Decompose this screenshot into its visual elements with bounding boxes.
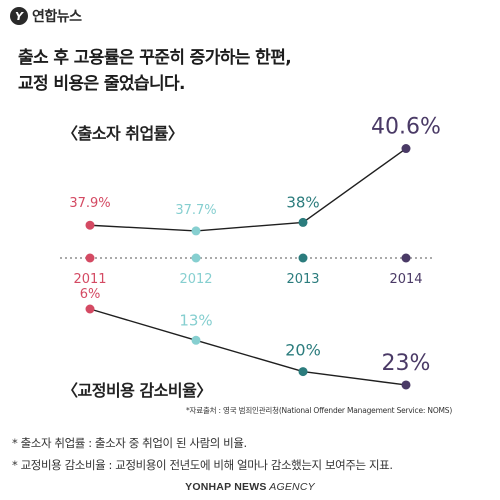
employment-point-2013 bbox=[298, 217, 308, 227]
agency-suffix: AGENCY bbox=[266, 481, 315, 493]
employment-point-2012 bbox=[191, 226, 201, 236]
employment-value-label-2011: 37.9% bbox=[69, 196, 110, 211]
footnotes: * 출소자 취업률 : 출소자 중 취업이 된 사람의 비율. * 교정비용 감… bbox=[12, 432, 393, 476]
employment-rate-line bbox=[89, 147, 407, 232]
employment-value-label-2012: 37.7% bbox=[175, 203, 216, 218]
x-tick-label-2014: 2014 bbox=[389, 272, 422, 287]
employment-value-label-2013: 38% bbox=[286, 193, 319, 211]
cost-point-2014 bbox=[401, 380, 411, 390]
x-tick-label-2011: 2011 bbox=[73, 272, 106, 287]
employment-rate-title: 〈출소자 취업률〉 bbox=[62, 124, 184, 143]
headline-line-2: 교정 비용은 줄었습니다. bbox=[18, 74, 186, 94]
cost-value-label-2012: 13% bbox=[179, 311, 212, 329]
footnote-employment: * 출소자 취업률 : 출소자 중 취업이 된 사람의 비율. bbox=[12, 436, 247, 450]
yonhap-logo: Y 연합뉴스 bbox=[10, 6, 82, 26]
correction-cost-title: 〈교정비용 감소비율〉 bbox=[62, 381, 212, 400]
yonhap-logo-icon: Y bbox=[10, 7, 28, 25]
cost-value-label-2013: 20% bbox=[285, 341, 321, 360]
x-tick-label-2013: 2013 bbox=[286, 272, 319, 287]
agency-name: YONHAP NEWS bbox=[185, 481, 267, 493]
cost-value-label-2014: 23% bbox=[382, 351, 431, 376]
axis-point-2014 bbox=[401, 253, 411, 263]
correction-cost-line bbox=[89, 308, 407, 386]
headline-line-1: 출소 후 고용률은 꾸준히 증가하는 한편, bbox=[18, 48, 292, 68]
cost-point-2011 bbox=[85, 304, 95, 314]
employment-value-label-2014: 40.6% bbox=[371, 115, 441, 140]
employment-point-2011 bbox=[85, 220, 95, 230]
axis-point-2013 bbox=[298, 253, 308, 263]
axis-point-2012 bbox=[191, 253, 201, 263]
source-citation: *자료출처 : 영국 범죄인관리청(National Offender Mana… bbox=[186, 406, 453, 415]
footnote-cost: * 교정비용 감소비율 : 교정비용이 전년도에 비해 얼마나 감소했는지 보여… bbox=[12, 458, 393, 472]
headline: 출소 후 고용률은 꾸준히 증가하는 한편, 교정 비용은 줄었습니다. bbox=[18, 45, 488, 97]
yonhap-logo-text: 연합뉴스 bbox=[32, 9, 82, 25]
cost-point-2013 bbox=[298, 367, 308, 377]
cost-point-2012 bbox=[191, 335, 201, 345]
x-tick-label-2012: 2012 bbox=[179, 272, 212, 287]
cost-value-label-2011: 6% bbox=[80, 287, 101, 302]
axis-point-2011 bbox=[85, 253, 95, 263]
employment-point-2014 bbox=[401, 144, 411, 154]
agency-credit: YONHAP NEWS AGENCY bbox=[0, 481, 500, 493]
